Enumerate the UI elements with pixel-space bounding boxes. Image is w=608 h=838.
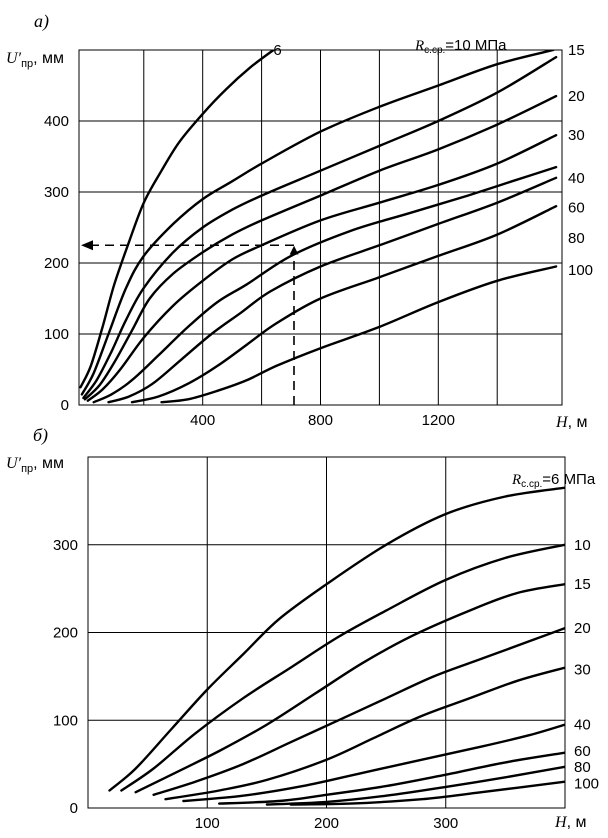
y-tick-label: 200 [53,625,78,642]
series-line-40 [182,723,565,803]
y-axis-label: U′пр, мм [6,50,64,70]
x-tick-label: 800 [308,412,333,429]
panel-label: а) [34,11,49,32]
chart-b: 0 100 200 300 100 200 300 б) U′пр, мм H, м 10 15 20 3… [6,425,599,832]
example-arrow-head [81,240,93,251]
series-line-60 [218,751,565,805]
curve-label-80: 80 [574,759,591,776]
curve-label-15: 15 [568,42,585,59]
y-axis-label-sub: пр [21,58,33,70]
x-axis-label-main: H [554,814,568,831]
chart-a: 0 100 200 300 400 400 800 1200 а) U′пр, мм H, м 6 15… [6,11,593,431]
series-line-30 [164,666,565,801]
x-tick-label: 100 [195,815,220,832]
r-label-sub: с.ср. [424,45,445,56]
series-line-15 [134,583,565,794]
curve-label-30: 30 [568,127,585,144]
curve-label-10: 10 [574,537,591,554]
series-line-100 [160,265,558,404]
series-line-30 [86,134,558,402]
y-tick-label: 0 [61,397,69,414]
y-axis-label-sub: пр [21,463,33,475]
curve-label-80: 80 [568,230,585,247]
x-tick-label: 200 [314,815,339,832]
x-axis-label-unit: , м [567,814,587,831]
x-axis-label-main: H [555,414,569,431]
curve-label-60: 60 [568,200,585,217]
series-line-80 [130,205,558,404]
x-tick-label: 1200 [422,412,455,429]
curve-label-40: 40 [574,717,591,734]
y-axis-label-main: U′ [6,50,22,67]
curve-label-100: 100 [574,775,599,792]
y-tick-label: 300 [53,537,78,554]
series-line-6 [79,50,275,389]
series-line-10 [120,543,565,792]
r-label-value: =10 МПа [445,37,507,54]
curve-label-15: 15 [574,576,591,593]
r-label-main: R [414,38,424,54]
y-tick-label: 100 [44,326,69,343]
curve-label-60: 60 [574,743,591,760]
x-tick-label: 400 [190,412,215,429]
x-axis-label-unit: , м [568,414,588,431]
series-group [108,486,565,806]
curve-label-20: 20 [574,620,591,637]
y-tick-label: 100 [53,712,78,729]
y-tick-label: 300 [44,184,69,201]
r-label-value: =6 МПа [542,471,596,488]
series-line-80 [265,765,565,806]
panel-label: б) [33,425,48,446]
r-label-sub: с.ср. [521,479,542,490]
curve-label-40: 40 [568,170,585,187]
series-line-6 [108,486,565,792]
y-tick-label: 0 [70,800,78,817]
y-axis-label-unit: , мм [33,50,64,67]
series-line-20 [83,94,558,401]
x-axis-label: H, м [554,814,586,831]
series-line-15 [82,55,558,400]
y-tick-label: 400 [44,113,69,130]
r-series-label: Rс.ср.=6 МПа [511,471,596,490]
r-series-label: Rс.ср.=10 МПа [414,37,507,56]
x-tick-label: 300 [433,815,458,832]
x-axis-label: H, м [555,414,587,431]
y-tick-label: 200 [44,255,69,272]
y-axis-label-main: U′ [6,455,22,472]
series-line-40 [92,165,558,404]
curve-label-30: 30 [574,661,591,678]
series-line-100 [289,780,565,806]
y-axis-label-unit: , мм [33,455,64,472]
y-axis-label: U′пр, мм [6,455,64,475]
series-line-10 [80,50,555,396]
curve-label-20: 20 [568,88,585,105]
series-line-60 [107,176,558,404]
series-line-20 [152,626,565,796]
example-marker: ▲ [287,241,302,258]
curve-label-100: 100 [568,262,593,279]
r-label-main: R [511,472,521,488]
curve-label-6: 6 [273,42,281,59]
series-group [79,50,558,404]
